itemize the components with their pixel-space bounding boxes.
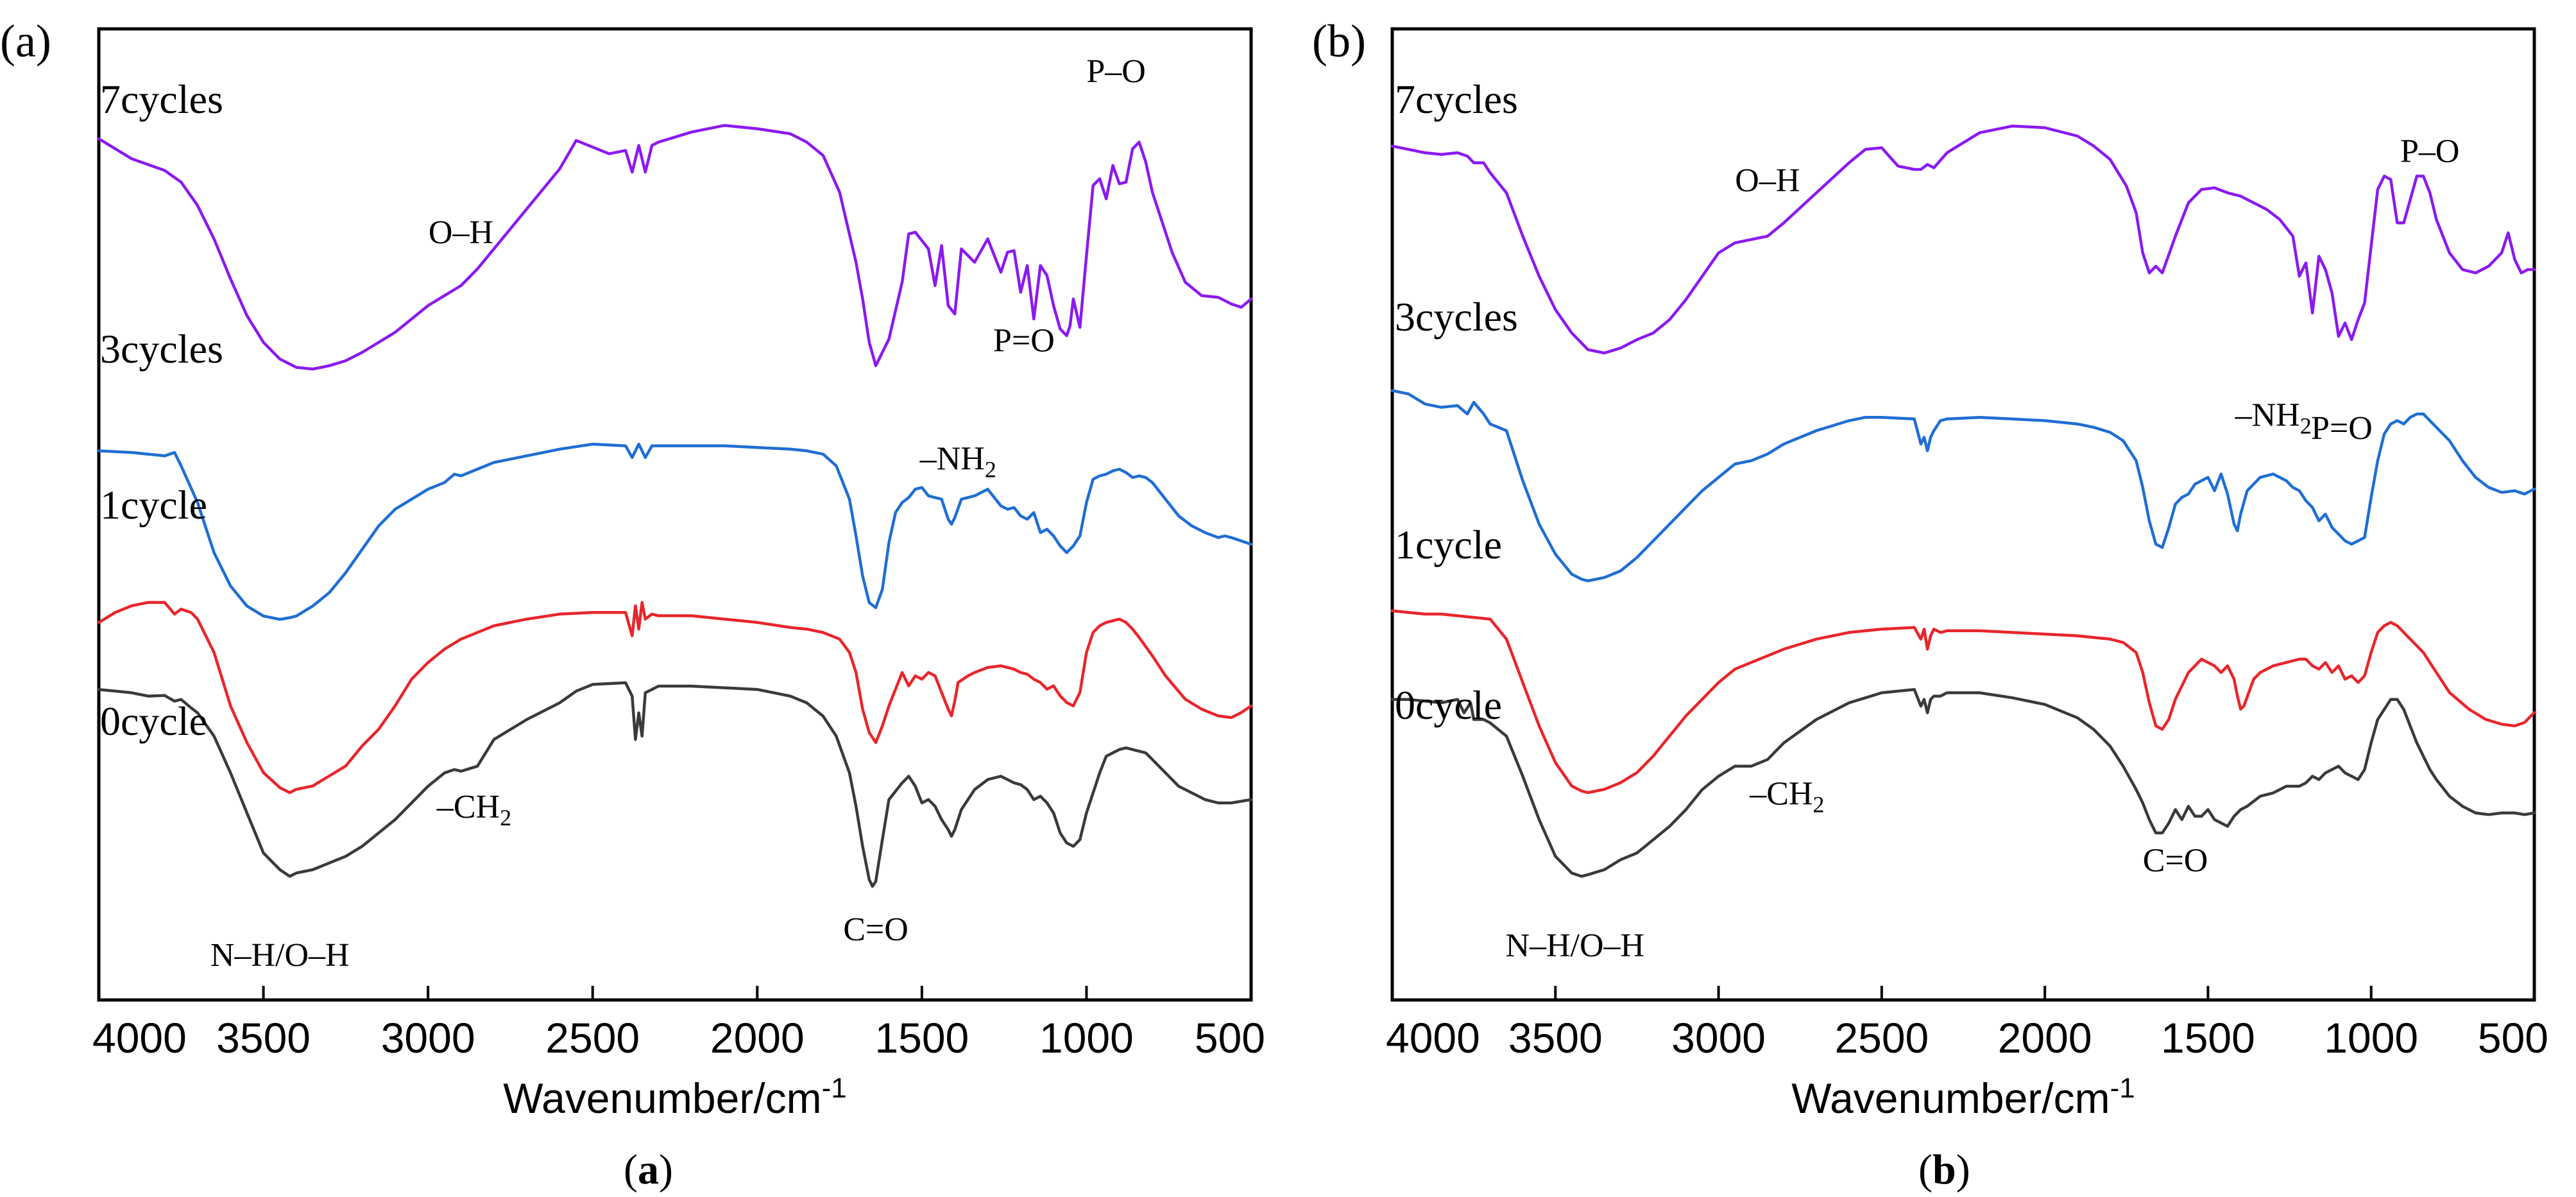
annotation-b-0: O–H	[1735, 162, 1800, 199]
x-tick-label-1000: 1000	[1039, 1014, 1134, 1062]
series-label-7cycles: 7cycles	[100, 76, 223, 122]
series-label-1cycle: 1cycle	[100, 482, 207, 528]
series-label-1cycle: 1cycle	[1395, 522, 1502, 567]
series-label-3cycles: 3cycles	[100, 326, 223, 372]
annotation-b-2: P–O	[2400, 133, 2459, 169]
panel-a-series-labels: 7cycles 3cycles 1cycle 0cycle	[100, 76, 223, 744]
x-tick-label-2500: 2500	[1834, 1014, 1929, 1062]
series-line-0cycle	[1390, 687, 2536, 878]
panel-b-letter: (b)	[1312, 15, 1366, 67]
x-tick-label-2500: 2500	[545, 1014, 640, 1062]
series-label-0cycle: 0cycle	[100, 698, 207, 744]
x-tick-label-4000: 4000	[92, 1014, 187, 1062]
panel-a-plot-frame	[97, 27, 1253, 1002]
annotation-a-4: –CH2	[436, 789, 511, 831]
x-tick-label-4000: 4000	[1386, 1014, 1480, 1062]
series-line-1cycle	[97, 601, 1253, 795]
panel-a-letter: (a)	[0, 15, 51, 67]
x-tick-label-2000: 2000	[1998, 1014, 2092, 1062]
annotation-a-0: O–H	[429, 214, 493, 251]
x-tick-label-3500: 3500	[1508, 1014, 1603, 1062]
panel-b-curves	[1390, 125, 2536, 878]
annotation-a-6: C=O	[843, 911, 908, 948]
panel-b-x-axis-label: Wavenumber/cm-1	[1791, 1072, 2135, 1122]
panel-a: (a) 4000 3500 3000 2500 2000 1500 1000 500 7cyc…	[0, 15, 1265, 1193]
annotation-b-5: N–H/O–H	[1505, 927, 1644, 964]
panel-b-annotations: O–H P=O P–O –NH2 –CH2 N–H/O–H C=O	[1505, 133, 2459, 964]
panel-b: (b) 4000 3500 3000 2500 2000 1500 1000 500 7cyc…	[1312, 15, 2548, 1193]
annotation-a-2: P=O	[993, 322, 1055, 359]
x-tick-label-3000: 3000	[381, 1014, 475, 1062]
x-tick-label-500: 500	[2478, 1014, 2548, 1062]
series-line-0cycle	[97, 681, 1253, 888]
x-tick-label-500: 500	[1195, 1014, 1265, 1062]
series-label-3cycles: 3cycles	[1395, 294, 1518, 340]
panel-a-x-ticks: 4000 3500 3000 2500 2000 1500 1000 500	[92, 986, 1265, 1062]
x-tick-label-3500: 3500	[216, 1014, 311, 1062]
panel-a-caption: (a)	[624, 1146, 673, 1193]
panel-a-annotations: O–H P–O P=O –NH2 –CH2 N–H/O–H C=O	[210, 53, 1146, 974]
x-tick-label-1000: 1000	[2324, 1014, 2418, 1062]
x-tick-label-1500: 1500	[874, 1014, 969, 1062]
series-label-7cycles: 7cycles	[1395, 76, 1518, 122]
x-tick-label-2000: 2000	[710, 1014, 805, 1062]
series-line-3cycles	[97, 442, 1253, 621]
series-line-3cycles	[1390, 389, 2536, 583]
annotation-b-3: –NH2	[2235, 397, 2312, 439]
x-tick-label-3000: 3000	[1671, 1014, 1766, 1062]
series-line-7cycles	[1390, 125, 2536, 355]
x-tick-label-1500: 1500	[2161, 1014, 2255, 1062]
annotation-a-1: P–O	[1086, 53, 1145, 90]
annotation-a-3: –NH2	[919, 440, 996, 482]
panel-b-x-ticks: 4000 3500 3000 2500 2000 1500 1000 500	[1386, 986, 2548, 1062]
series-label-0cycle: 0cycle	[1395, 682, 1502, 728]
panel-b-series-labels: 7cycles 3cycles 1cycle 0cycle	[1395, 76, 1518, 728]
annotation-b-1: P=O	[2311, 410, 2373, 447]
series-line-7cycles	[97, 124, 1253, 371]
panel-a-curves	[97, 124, 1253, 888]
panel-a-x-axis-label: Wavenumber/cm-1	[503, 1072, 846, 1122]
panel-b-caption: (b)	[1918, 1146, 1970, 1193]
annotation-b-4: –CH2	[1749, 775, 1824, 817]
series-line-1cycle	[1390, 609, 2536, 795]
panel-b-plot-frame	[1390, 27, 2536, 1002]
annotation-b-6: C=O	[2143, 842, 2208, 879]
annotation-a-5: N–H/O–H	[210, 937, 350, 974]
